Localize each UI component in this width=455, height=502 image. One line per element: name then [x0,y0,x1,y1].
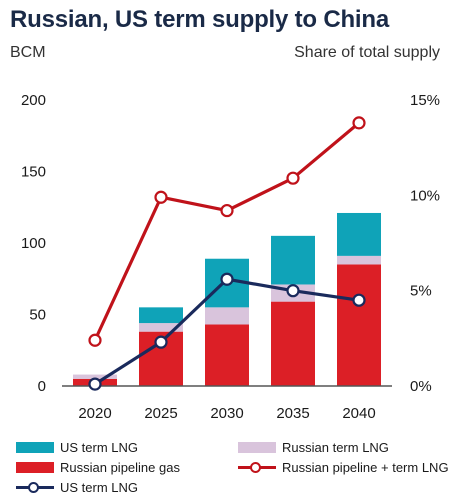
left-tick-label: 0 [38,378,46,395]
legend-swatch-us-lng [16,442,54,453]
bar-us-lng [271,235,315,285]
legend-label-russian-lng: Russian term LNG [282,440,389,455]
line-russian-share-point [286,171,300,185]
line-russian-share-point [88,333,102,347]
x-tick-label: 2025 [144,405,177,422]
left-tick-label: 150 [21,164,46,181]
legend-swatch-russian-lng [238,442,276,453]
legend-label-russian-pipeline: Russian pipeline gas [60,460,180,475]
bar-russian-lng [337,255,381,265]
chart-title: Russian, US term supply to China [10,6,389,33]
left-tick-label: 50 [29,307,46,324]
bar-us-lng [337,212,381,256]
legend-swatch-russian-pipeline [16,462,54,473]
x-tick-label: 2035 [276,405,309,422]
legend-item-russian-lng: Russian term LNG [238,440,389,455]
line-russian-share-point [352,116,366,130]
left-tick-label: 200 [21,92,46,109]
right-tick-label: 0% [410,378,432,395]
left-tick-label: 100 [21,235,46,252]
legend-label-us-share: US term LNG [60,480,139,495]
right-tick-label: 15% [410,92,440,109]
legend-item-us-lng: US term LNG [16,440,138,455]
line-us-share-point [286,284,300,298]
legend-label-us-lng: US term LNG [60,440,139,455]
bar-russian-lng [139,323,183,332]
line-us-share-point [352,293,366,307]
line-us-share-point [154,335,168,349]
legend-line-us-share [16,482,54,493]
right-tick-label: 10% [410,187,440,204]
right-axis-unit: Share of total supply [294,44,440,61]
bar-russian-lng [73,374,117,379]
legend-item-us-share-line: US term LNG [16,480,138,495]
line-us-share-point [88,377,102,391]
legend-item-russian-share-line: Russian pipeline + term LNG [238,460,449,475]
right-tick-label: 5% [410,283,432,300]
chart-plot: 0 50 100 150 200 0% 5% 10% 15% 2020 2025 2030 2035 20… [21,92,440,422]
left-axis-unit: BCM [10,44,46,61]
bar-russian-lng [205,307,249,325]
bar-russian-pipeline [271,301,315,386]
legend-line-russian-share [238,462,276,473]
chart-legend: US term LNG Russian term LNG Russian pip… [16,440,449,500]
x-tick-label: 2020 [78,405,111,422]
bar-russian-pipeline [337,264,381,386]
bar-us-lng [139,307,183,324]
line-us-share-point [220,272,234,286]
legend-label-russian-share: Russian pipeline + term LNG [282,460,449,475]
line-russian-share-point [220,203,234,218]
legend-item-russian-pipeline: Russian pipeline gas [16,460,180,475]
line-russian-share-point [154,190,168,204]
x-tick-label: 2040 [342,405,375,422]
x-tick-label: 2030 [210,405,243,422]
bar-russian-pipeline [205,324,249,386]
